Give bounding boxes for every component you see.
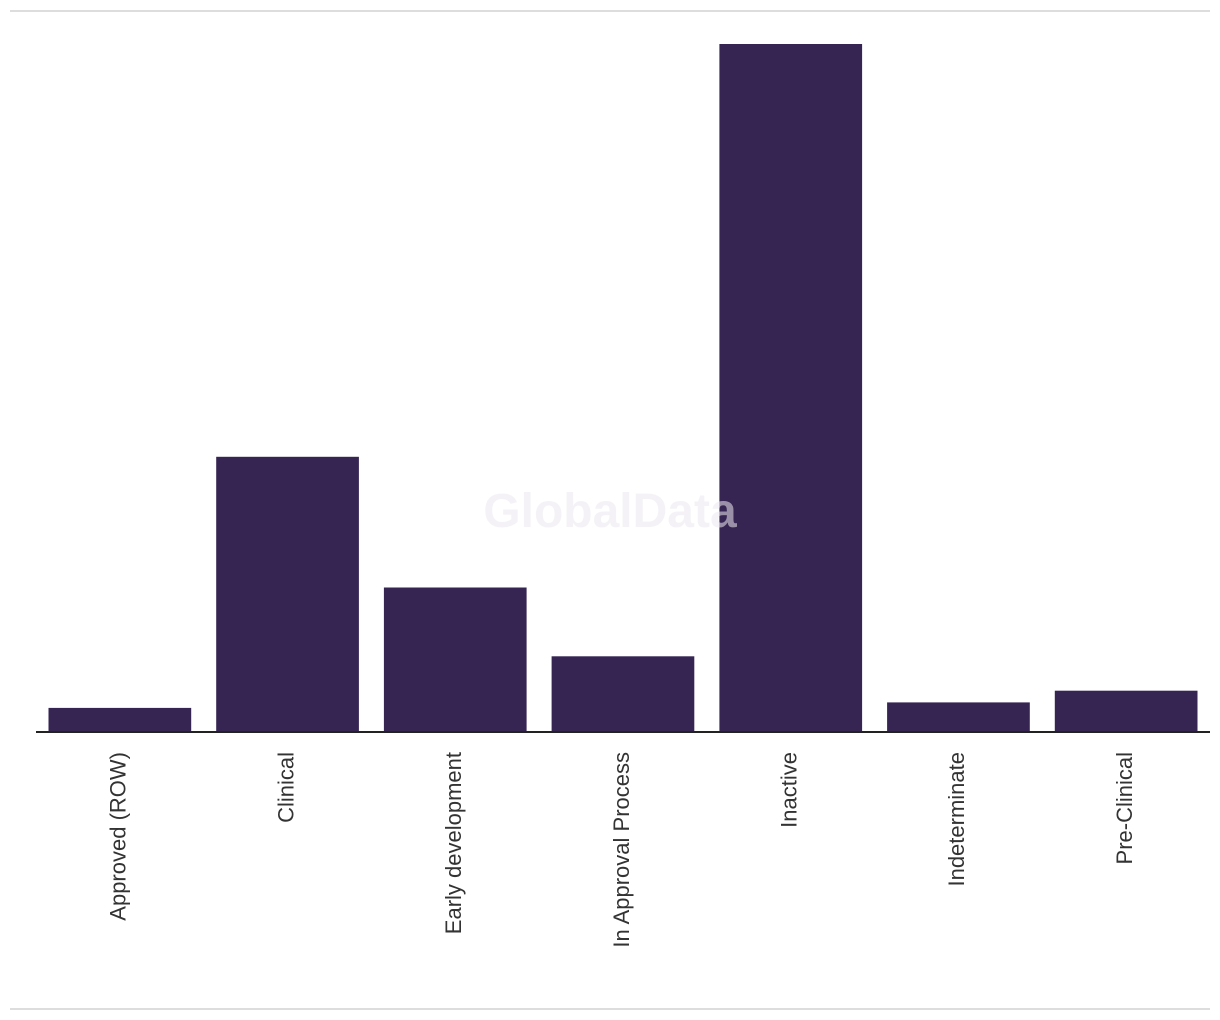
bars-group: [48, 44, 1198, 732]
category-label: Pre-Clinical: [1112, 752, 1137, 864]
bar-indeterminate: [887, 702, 1030, 732]
bar-approved-row: [48, 707, 192, 732]
bar-early-development: [383, 587, 527, 732]
category-label: Approved (ROW): [106, 752, 131, 921]
category-label: In Approval Process: [609, 752, 634, 948]
category-label: Clinical: [273, 752, 298, 823]
bar-in-approval-process: [551, 656, 695, 732]
category-labels: Approved (ROW) Clinical Early development I…: [106, 752, 1137, 948]
category-label: Inactive: [777, 752, 802, 828]
bar-clinical: [216, 456, 359, 732]
watermark: GlobalData: [483, 485, 737, 538]
category-label: Indeterminate: [944, 752, 969, 887]
category-label: Early development: [441, 752, 466, 934]
bar-pre-clinical: [1054, 690, 1198, 732]
bar-inactive: [719, 44, 863, 732]
